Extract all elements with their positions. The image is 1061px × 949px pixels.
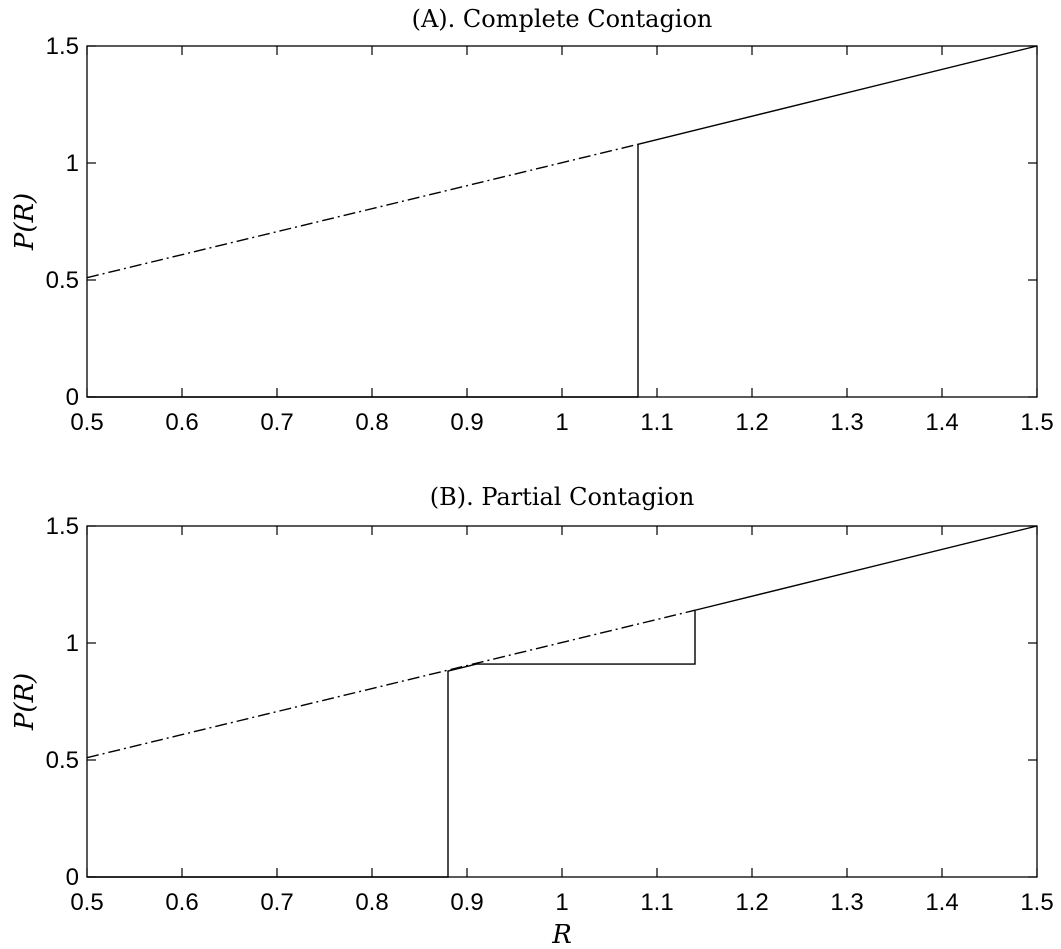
y-tick-label: 0.5: [46, 267, 79, 294]
y-tick-label: 0: [66, 864, 79, 891]
chart-panel-a: (A). Complete Contagion 0.5 0.6 0.7 0.8 0.9 1 1…: [10, 5, 1054, 436]
chart-title: (B). Partial Contagion: [430, 483, 695, 511]
x-tick-label: 0.8: [355, 409, 388, 436]
x-tick-label: 1.5: [1020, 889, 1053, 916]
solid-series-line: [87, 525, 1038, 878]
y-tick-label: 1: [66, 630, 79, 657]
x-tick-label: 1.1: [640, 409, 673, 436]
x-axis-label: R: [551, 920, 572, 949]
y-tick-label: 0.5: [46, 747, 79, 774]
y-axis-label: P(R): [10, 673, 40, 731]
dash-dot-series-line: [86, 609, 696, 759]
x-tick-label: 1.3: [830, 409, 863, 436]
y-tick-label: 1.5: [46, 513, 79, 540]
y-tick-label: 1.5: [46, 33, 79, 60]
plot-frame: [86, 525, 1038, 878]
x-tick-label: 1.2: [735, 409, 768, 436]
x-tick-label: 1.3: [830, 889, 863, 916]
x-tick-label: 1.1: [640, 889, 673, 916]
x-tick-label: 1: [555, 889, 568, 916]
chart-panel-b: (B). Partial Contagion 0.5 0.6 0.7 0.8 0.9 1 1.…: [10, 483, 1054, 949]
x-tick-label: 0.7: [260, 889, 293, 916]
x-tick-label: 1.2: [735, 889, 768, 916]
y-tick-label: 1: [66, 150, 79, 177]
x-tick-label: 1.4: [925, 409, 958, 436]
x-tick-label: 0.6: [165, 889, 198, 916]
x-tick-label: 1.4: [925, 889, 958, 916]
x-tick-label: 0.6: [165, 409, 198, 436]
y-tick-label: 0: [66, 384, 79, 411]
x-tick-label: 0.9: [450, 889, 483, 916]
x-tick-label: 0.7: [260, 409, 293, 436]
y-axis-label: P(R): [10, 193, 40, 251]
x-tick-label: 0.9: [450, 409, 483, 436]
x-tick-label: 0.5: [70, 409, 103, 436]
x-tick-label: 1.5: [1020, 409, 1053, 436]
chart-title: (A). Complete Contagion: [412, 5, 713, 33]
plot-frame: [86, 45, 1038, 398]
x-tick-label: 1: [555, 409, 568, 436]
x-tick-label: 0.8: [355, 889, 388, 916]
x-tick-label: 0.5: [70, 889, 103, 916]
dash-dot-series-line: [86, 143, 639, 279]
solid-series-line: [87, 45, 1038, 398]
